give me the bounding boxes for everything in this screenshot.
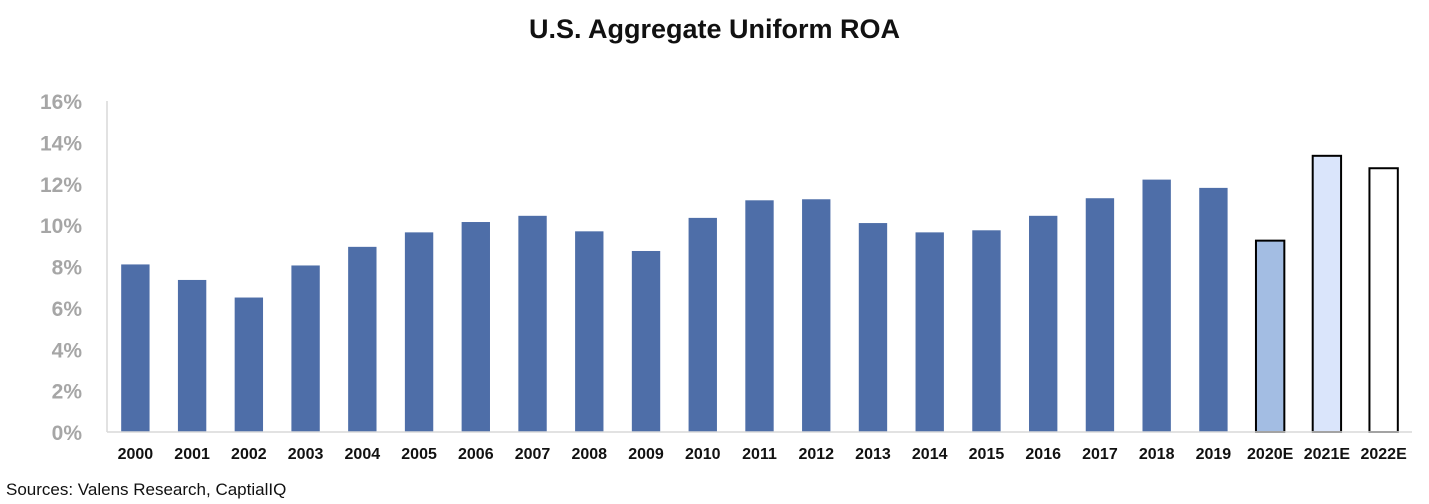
x-tick-label: 2006 <box>458 446 494 463</box>
bar-2021e <box>1311 154 1343 433</box>
bar-2007 <box>518 215 547 432</box>
x-tick-label: 2005 <box>401 446 437 463</box>
x-tick-label: 2022E <box>1360 446 1407 463</box>
x-tick-label: 2004 <box>345 446 381 463</box>
bar-2013 <box>858 223 888 432</box>
source-note: Sources: Valens Research, CaptialIQ <box>6 480 287 499</box>
bar-2016 <box>1029 215 1058 432</box>
x-tick-label: 2010 <box>685 446 721 463</box>
bar-chart: 0%2%4%6%8%10%12%14%16% 2000 2001 2002 2003 2… <box>40 91 1412 463</box>
x-tick-label: 2001 <box>174 446 210 463</box>
x-tick-label: 2011 <box>742 446 777 463</box>
x-axis: 2000 2001 2002 2003 2004 2005 2006 2007 2008 2009… <box>107 431 1412 463</box>
y-tick-label: 12% <box>40 174 82 197</box>
bar-2020e <box>1254 239 1286 433</box>
x-tick-label: 2013 <box>855 446 891 463</box>
x-tick-label: 2017 <box>1082 446 1118 463</box>
x-tick-label: 2018 <box>1139 446 1175 463</box>
bar-2009 <box>631 250 661 432</box>
y-tick-label: 14% <box>40 132 82 155</box>
bar-2011 <box>745 200 774 432</box>
bar-2022e <box>1368 167 1399 433</box>
x-tick-label: 2019 <box>1196 446 1232 463</box>
x-tick-label: 2009 <box>628 446 664 463</box>
y-tick-label: 6% <box>52 298 83 321</box>
bar-2014 <box>915 232 944 432</box>
bar-2017 <box>1085 198 1115 432</box>
x-tick-label: 2007 <box>515 446 551 463</box>
chart-title: U.S. Aggregate Uniform ROA <box>528 14 901 44</box>
bar-2015 <box>972 230 1001 432</box>
x-tick-label: 2002 <box>231 446 267 463</box>
bars <box>121 154 1399 433</box>
bar-2001 <box>177 279 207 432</box>
bar-2008 <box>575 231 604 432</box>
bar-2018 <box>1142 179 1171 432</box>
bar-2005 <box>404 232 434 432</box>
bar-2002 <box>234 297 264 432</box>
y-axis: 0% 2% 4% 6% 8% 10% 12% 14% 16% <box>40 91 108 445</box>
y-tick-label: 2% <box>52 381 83 404</box>
bar-2019 <box>1199 187 1228 432</box>
bar-2004 <box>348 246 377 432</box>
y-tick-label: 10% <box>40 215 82 238</box>
y-tick-label: 4% <box>52 339 83 362</box>
x-tick-label: 2015 <box>969 446 1005 463</box>
x-tick-label: 2000 <box>118 446 154 463</box>
x-tick-label: 2012 <box>798 446 834 463</box>
y-tick-label: 8% <box>52 257 83 280</box>
x-tick-label: 2008 <box>571 446 607 463</box>
bar-2003 <box>291 265 320 432</box>
x-tick-label: 2021E <box>1304 446 1351 463</box>
x-tick-label: 2014 <box>912 446 948 463</box>
y-tick-label: 16% <box>40 91 82 114</box>
bar-2010 <box>688 217 717 432</box>
bar-2000 <box>121 264 150 432</box>
bar-2012 <box>802 199 831 432</box>
x-tick-label: 2016 <box>1025 446 1061 463</box>
bar-2006 <box>461 222 490 432</box>
x-tick-label: 2003 <box>288 446 324 463</box>
y-tick-label: 0% <box>52 422 83 445</box>
x-tick-label: 2020E <box>1247 446 1294 463</box>
